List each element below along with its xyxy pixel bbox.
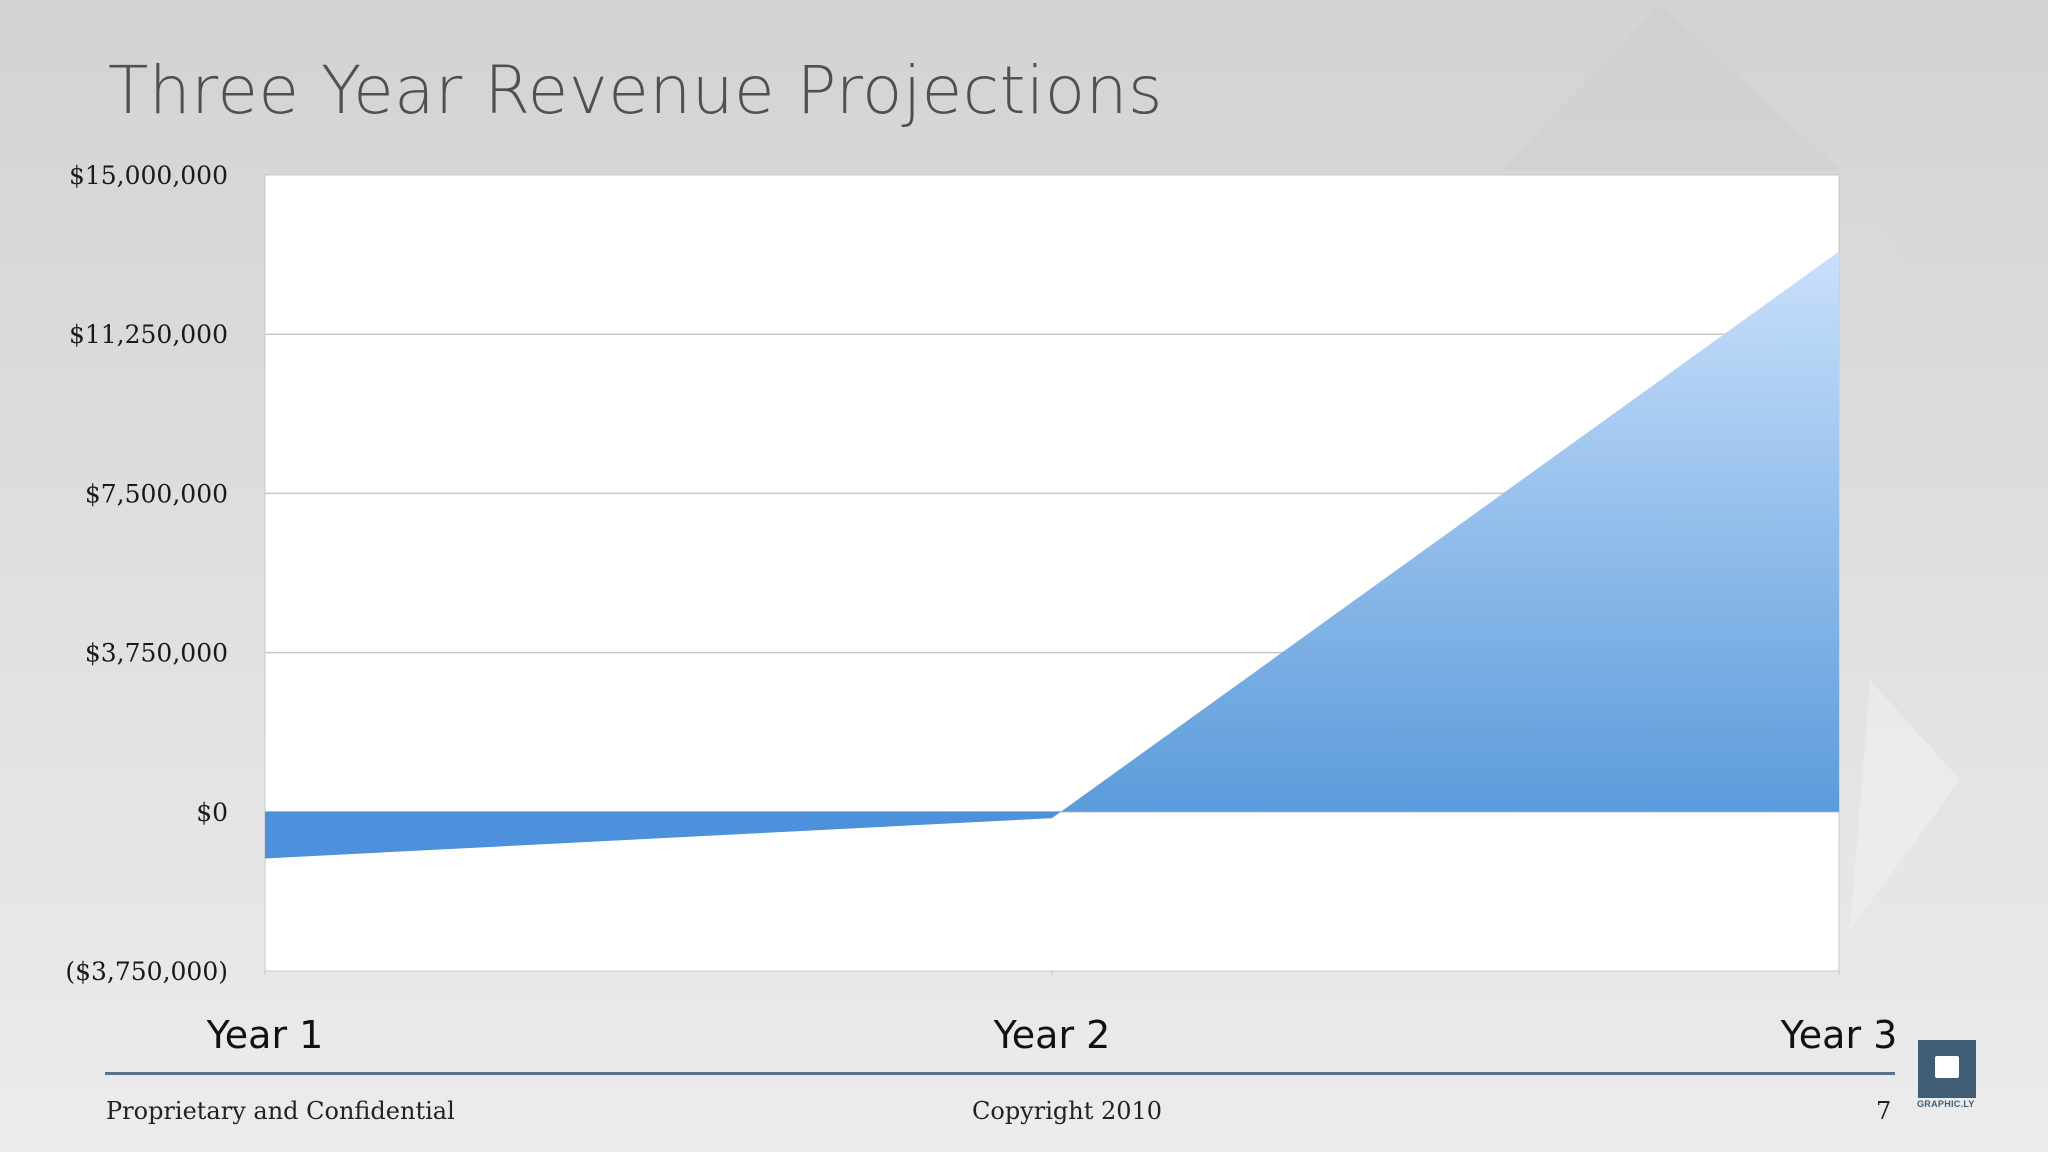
x-tick-label: Year 2 <box>993 1013 1111 1057</box>
footer-confidential: Proprietary and Confidential <box>106 1097 455 1125</box>
x-tick-label: Year 1 <box>206 1013 324 1057</box>
x-tick-label: Year 3 <box>1780 1013 1898 1057</box>
area-positive-segment <box>1060 251 1839 812</box>
speech-bubble-icon <box>1918 1040 1976 1098</box>
y-tick-label: $15,000,000 <box>69 161 228 190</box>
y-axis-tick-labels: $15,000,000 $11,250,000 $7,500,000 $3,750,0… <box>65 161 228 986</box>
page-number: 7 <box>1876 1097 1892 1125</box>
slide-title: Three Year Revenue Projections <box>108 52 1163 129</box>
y-tick-label: $7,500,000 <box>85 479 228 508</box>
x-axis-tick-labels: Year 1 Year 2 Year 3 <box>206 1013 1898 1057</box>
area-negative-segment <box>1052 811 1061 819</box>
area-negative-segment <box>265 811 1052 859</box>
y-tick-label: ($3,750,000) <box>65 957 228 986</box>
y-tick-label: $3,750,000 <box>85 639 228 668</box>
y-tick-label: $0 <box>196 798 228 827</box>
footer-copyright: Copyright 2010 <box>972 1097 1163 1125</box>
footer-divider <box>105 1072 1895 1075</box>
logo-text: GRAPHIC.LY <box>1917 1099 1975 1109</box>
y-tick-label: $11,250,000 <box>69 320 228 349</box>
area-series <box>264 251 1840 975</box>
